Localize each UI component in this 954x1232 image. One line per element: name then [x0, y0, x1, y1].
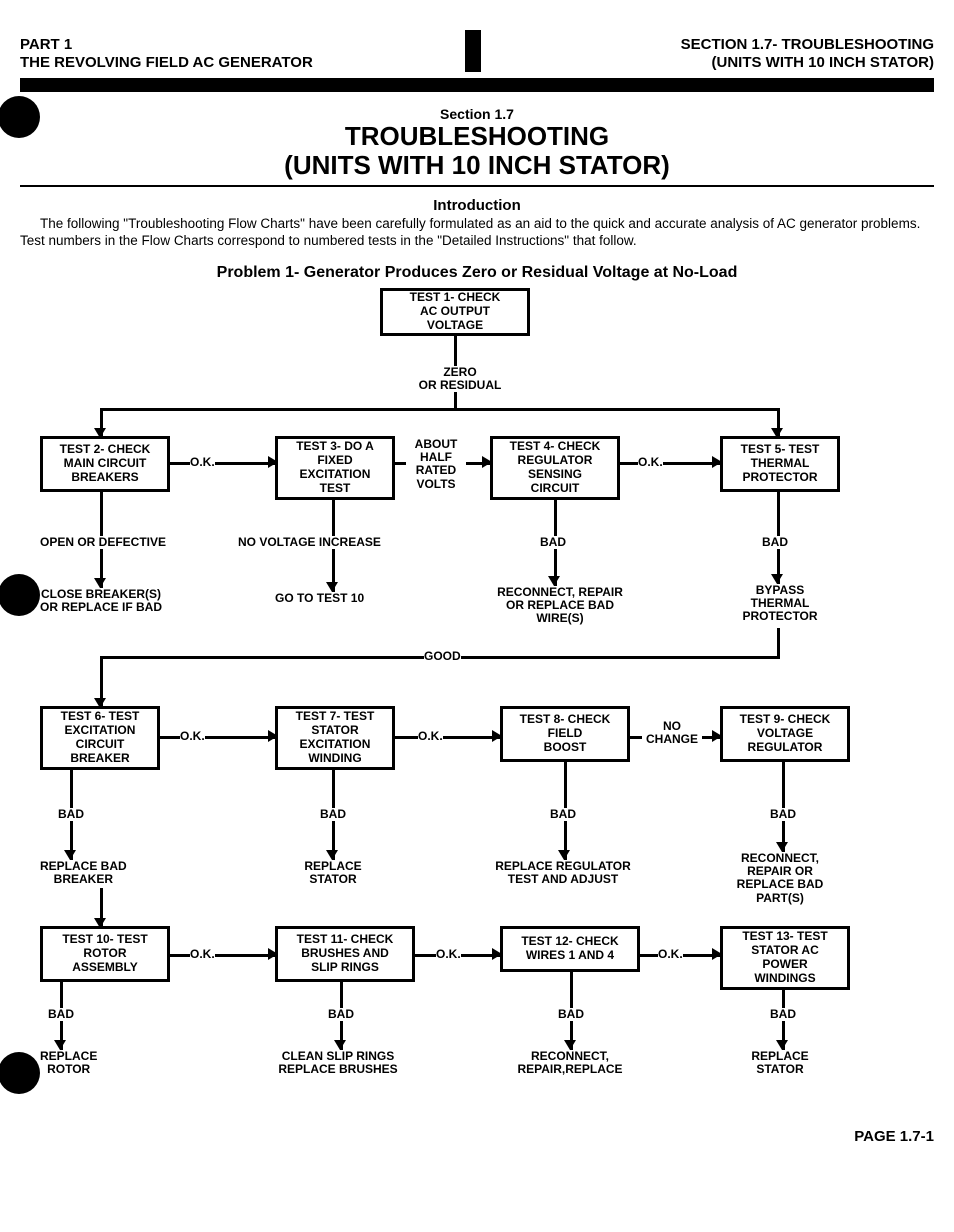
arrow	[94, 918, 106, 928]
arrow	[712, 456, 722, 468]
label-ok-6: O.K.	[436, 948, 461, 961]
line	[100, 408, 780, 411]
label-replace-rotor: REPLACEROTOR	[40, 1050, 97, 1076]
page-number: PAGE 1.7-1	[20, 1128, 934, 1145]
label-no-change: NOCHANGE	[642, 720, 702, 746]
title-block: Section 1.7 TROUBLESHOOTING (UNITS WITH …	[20, 102, 934, 187]
label-bad-1: BAD	[540, 536, 566, 549]
intro-heading: Introduction	[20, 197, 934, 214]
arrow	[712, 730, 722, 742]
section-label: Section 1.7	[20, 106, 934, 122]
line	[620, 462, 720, 465]
label-clean-slip-rings: CLEAN SLIP RINGSREPLACE BRUSHES	[258, 1050, 418, 1076]
hole-punch-top	[0, 96, 40, 138]
label-reconnect-2: RECONNECT,REPAIR ORREPLACE BADPART(S)	[720, 852, 840, 905]
label-replace-regulator: REPLACE REGULATORTEST AND ADJUST	[478, 860, 648, 886]
label-close-breakers: CLOSE BREAKER(S)OR REPLACE IF BAD	[40, 588, 162, 614]
arrow	[482, 456, 492, 468]
line	[160, 736, 275, 739]
label-replace-stator-1: REPLACESTATOR	[298, 860, 368, 886]
arrow	[94, 698, 106, 708]
label-goto-10: GO TO TEST 10	[275, 592, 364, 605]
node-test-8: TEST 8- CHECKFIELDBOOST	[500, 706, 630, 762]
label-ok-1: O.K.	[190, 456, 215, 469]
label-about-half: ABOUTHALFRATEDVOLTS	[406, 438, 466, 491]
label-bad-3: BAD	[58, 808, 84, 821]
label-bad-9: BAD	[558, 1008, 584, 1021]
label-ok-2: O.K.	[638, 456, 663, 469]
flowchart: TEST 1- CHECKAC OUTPUTVOLTAGE TEST 2- CH…	[20, 288, 934, 1098]
label-bypass: BYPASSTHERMALPROTECTOR	[720, 584, 840, 624]
arrow	[268, 730, 278, 742]
label-reconnect-1: RECONNECT, REPAIROR REPLACE BADWIRE(S)	[480, 586, 640, 626]
node-test-3: TEST 3- DO AFIXEDEXCITATIONTEST	[275, 436, 395, 500]
header-right: SECTION 1.7- TROUBLESHOOTING(UNITS WITH …	[481, 30, 934, 72]
label-good: GOOD	[424, 650, 461, 663]
label-ok-3: O.K.	[180, 730, 205, 743]
label-replace-stator-2: REPLACESTATOR	[740, 1050, 820, 1076]
node-test-6: TEST 6- TESTEXCITATIONCIRCUITBREAKER	[40, 706, 160, 770]
line	[170, 462, 275, 465]
arrow	[771, 428, 783, 438]
label-zero: ZEROOR RESIDUAL	[410, 366, 510, 392]
node-test-2: TEST 2- CHECKMAIN CIRCUITBREAKERS	[40, 436, 170, 492]
line	[454, 393, 457, 410]
header-bar	[20, 78, 934, 92]
label-ok-4: O.K.	[418, 730, 443, 743]
node-test-10: TEST 10- TESTROTORASSEMBLY	[40, 926, 170, 982]
header-separator	[465, 30, 481, 72]
label-bad-7: BAD	[48, 1008, 74, 1021]
label-bad-2: BAD	[762, 536, 788, 549]
label-bad-8: BAD	[328, 1008, 354, 1021]
node-test-7: TEST 7- TESTSTATOREXCITATIONWINDING	[275, 706, 395, 770]
line	[170, 954, 275, 957]
node-test-5: TEST 5- TESTTHERMALPROTECTOR	[720, 436, 840, 492]
node-test-13: TEST 13- TESTSTATOR ACPOWERWINDINGS	[720, 926, 850, 990]
main-title-2: (UNITS WITH 10 INCH STATOR)	[20, 151, 934, 180]
header-left: PART 1THE REVOLVING FIELD AC GENERATOR	[20, 30, 465, 72]
node-test-1: TEST 1- CHECKAC OUTPUTVOLTAGE	[380, 288, 530, 336]
label-ok-7: O.K.	[658, 948, 683, 961]
page-header: PART 1THE REVOLVING FIELD AC GENERATOR S…	[20, 30, 934, 72]
label-bad-10: BAD	[770, 1008, 796, 1021]
label-ok-5: O.K.	[190, 948, 215, 961]
node-test-9: TEST 9- CHECKVOLTAGEREGULATOR	[720, 706, 850, 762]
label-reconnect-3: RECONNECT,REPAIR,REPLACE	[510, 1050, 630, 1076]
line	[395, 736, 500, 739]
label-bad-6: BAD	[770, 808, 796, 821]
arrow	[94, 428, 106, 438]
label-bad-4: BAD	[320, 808, 346, 821]
arrow	[268, 948, 278, 960]
line	[777, 628, 780, 656]
label-no-voltage-increase: NO VOLTAGE INCREASE	[238, 536, 381, 549]
problem-heading: Problem 1- Generator Produces Zero or Re…	[20, 264, 934, 282]
node-test-4: TEST 4- CHECKREGULATORSENSINGCIRCUIT	[490, 436, 620, 500]
node-test-11: TEST 11- CHECKBRUSHES ANDSLIP RINGS	[275, 926, 415, 982]
arrow	[268, 456, 278, 468]
label-open-defective: OPEN OR DEFECTIVE	[40, 536, 166, 549]
arrow	[712, 948, 722, 960]
label-bad-5: BAD	[550, 808, 576, 821]
intro-paragraph: The following "Troubleshooting Flow Char…	[20, 216, 934, 250]
arrow	[492, 730, 502, 742]
node-test-12: TEST 12- CHECKWIRES 1 AND 4	[500, 926, 640, 972]
label-replace-breaker: REPLACE BADBREAKER	[40, 860, 127, 886]
main-title-1: TROUBLESHOOTING	[20, 122, 934, 151]
arrow	[492, 948, 502, 960]
